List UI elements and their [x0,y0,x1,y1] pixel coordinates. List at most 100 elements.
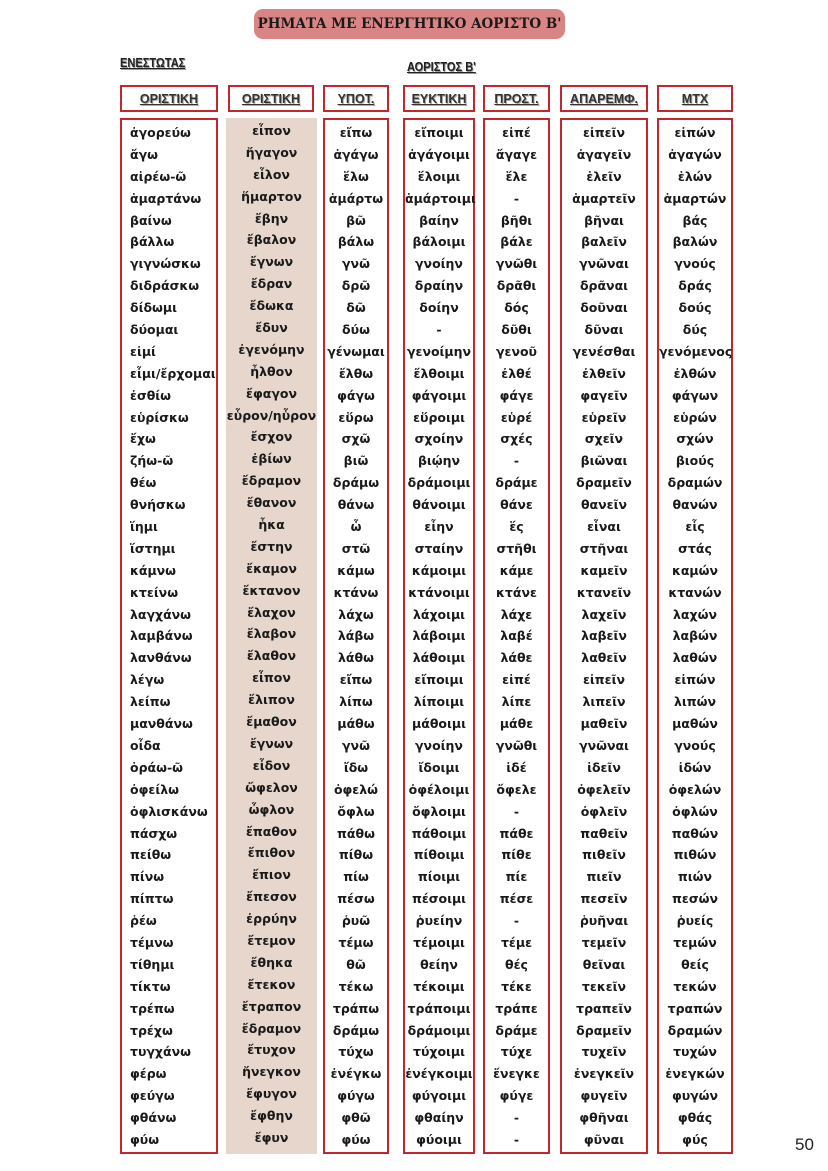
table-cell: εὑρεῖν [581,409,627,425]
table-cell: ἔθανον [246,495,297,511]
table-cell: εἶπον [252,123,291,138]
table-cell: θανεῖν [580,497,628,513]
table-cell: εἰπέ [502,672,531,688]
table-cell: ζήω-ῶ [130,453,174,469]
table-cell: τυγχάνω [130,1044,191,1060]
table-cell: ἧκα [258,517,285,533]
table-cell: ἔδραμον [241,473,302,489]
table-cell: λαβεῖν [581,628,627,644]
table-cell: ῥέω [130,913,157,929]
table-cell: πιθεῖν [582,847,626,863]
table-cell: λάχοιμι [412,606,466,622]
table-cell: θάνοιμι [412,497,466,513]
table-cell: ὀφείλω [130,781,179,797]
table-cell: σχοίην [414,431,464,447]
table-cell: δρῶ [341,278,371,294]
table-cell: βάλοιμι [412,234,466,250]
table-cell: λείπω [130,694,171,710]
table-cell: πέσε [499,891,534,907]
table-cell: εἴπω [339,672,373,688]
table-cell: θάνε [500,497,533,513]
table-cell: δραίην [414,278,464,294]
table-cell: τρέχω [130,1022,173,1038]
table-cell: γενόμενος [659,343,733,359]
table-cell: ἤνεγκον [242,1064,301,1080]
table-cell: γνῶ [342,256,370,272]
section-label-present: ΕΝΕΣΤΩΤΑΣ [120,55,186,70]
table-cell: τίθημι [130,956,175,972]
table-cell: ἔλαβον [246,626,297,642]
table-cell: εἰπών [674,672,716,688]
table-cell: λαχών [673,606,717,622]
header-aorist-indicative: ΟΡΙΣΤΙΚΗ [228,85,314,112]
table-cell: λαμβάνω [130,628,193,644]
table-cell: στῶ [341,540,371,556]
table-cell: ὄφλω [337,803,375,819]
table-cell: εἶμι/ἔρχομαι [130,365,216,381]
table-cell: τέκω [338,978,374,994]
table-cell: ἔπιθον [247,845,296,861]
table-cell: σχές [500,431,533,447]
column-imperative: εἰπέ ἄγαγε ἕλε - βῆθι βάλε γνῶθι δρᾶθι δός δῦθι γε… [483,118,550,1154]
table-cell: καμεῖν [580,562,628,578]
table-cell: ἐγενόμην [238,341,305,357]
table-cell: εὑρέ [500,409,533,425]
table-cell: φάγω [337,387,375,403]
table-cell: γνοίην [415,256,463,272]
table-cell: ἔδραν [250,276,293,292]
table-cell: θανών [672,497,718,513]
column-infinitive: εἰπεῖν ἀγαγεῖν ἑλεῖν ἁμαρτεῖν βῆναι βαλεῖν γνῶ… [560,118,648,1154]
table-cell: τυχών [673,1044,717,1060]
table-cell: ἐλθών [673,365,717,381]
table-cell: φύγοιμι [411,1088,467,1104]
table-cell: - [513,913,520,929]
table-cell: γνῶθι [495,256,538,272]
table-cell: ὀφελεῖν [577,781,631,797]
table-cell: λιπών [673,694,717,710]
table-cell: δοῦναι [580,300,628,316]
table-cell: ἐβίων [251,451,292,467]
table-cell: φυγών [671,1088,719,1104]
table-cell: βιῶναι [580,453,628,469]
table-cell: φθάνω [130,1110,177,1126]
table-cell: ἔκαμον [246,560,297,576]
table-cell: τράποιμι [407,1000,471,1016]
table-cell: λίπε [501,694,532,710]
table-cell: διδράσκω [130,278,200,294]
table-cell: πίε [505,869,528,885]
table-cell: λαθών [672,650,718,666]
table-cell: δραμών [667,1022,723,1038]
table-cell: ἦλθον [250,363,293,379]
table-cell: ἄγω [130,146,158,162]
table-cell: εἷλον [253,166,290,182]
table-cell: κτανεῖν [576,584,632,600]
table-cell: δός [504,300,529,316]
table-cell: ἰδεῖν [587,759,621,775]
table-cell: εἶδον [252,757,291,773]
table-cell: δρᾶναι [579,278,629,294]
table-cell: ὀφλεῖν [580,803,628,819]
table-cell: ἁμαρτεῖν [572,190,636,206]
table-cell: δράμε [495,1022,538,1038]
table-cell: στῆναι [579,540,629,556]
table-cell: ἔλαχον [247,604,296,620]
table-cell: λάθε [500,650,533,666]
table-cell: ἔγνων [249,735,294,751]
table-cell: σχών [676,431,714,447]
table-cell: βαίην [419,212,459,228]
table-cell: ἵημι [130,519,158,535]
table-cell: εὗρον/ηὗρον [226,407,317,423]
table-cell: εἶπον [252,670,291,686]
table-cell: φθάς [677,1110,713,1126]
table-cell: εἰπεῖν [582,125,626,140]
table-cell: θείην [420,956,458,972]
table-cell: γένωμαι [327,343,385,359]
table-cell: τέμνω [130,934,174,950]
table-cell: βαίνω [130,212,172,228]
table-cell: ἔμαθον [246,714,297,730]
table-cell: τρέπω [130,1000,175,1016]
table-cell: τυχεῖν [581,1044,627,1060]
table-cell: δύς [682,322,708,338]
table-cell: δραμών [667,475,723,491]
table-cell: ὀφελώ [333,781,379,797]
